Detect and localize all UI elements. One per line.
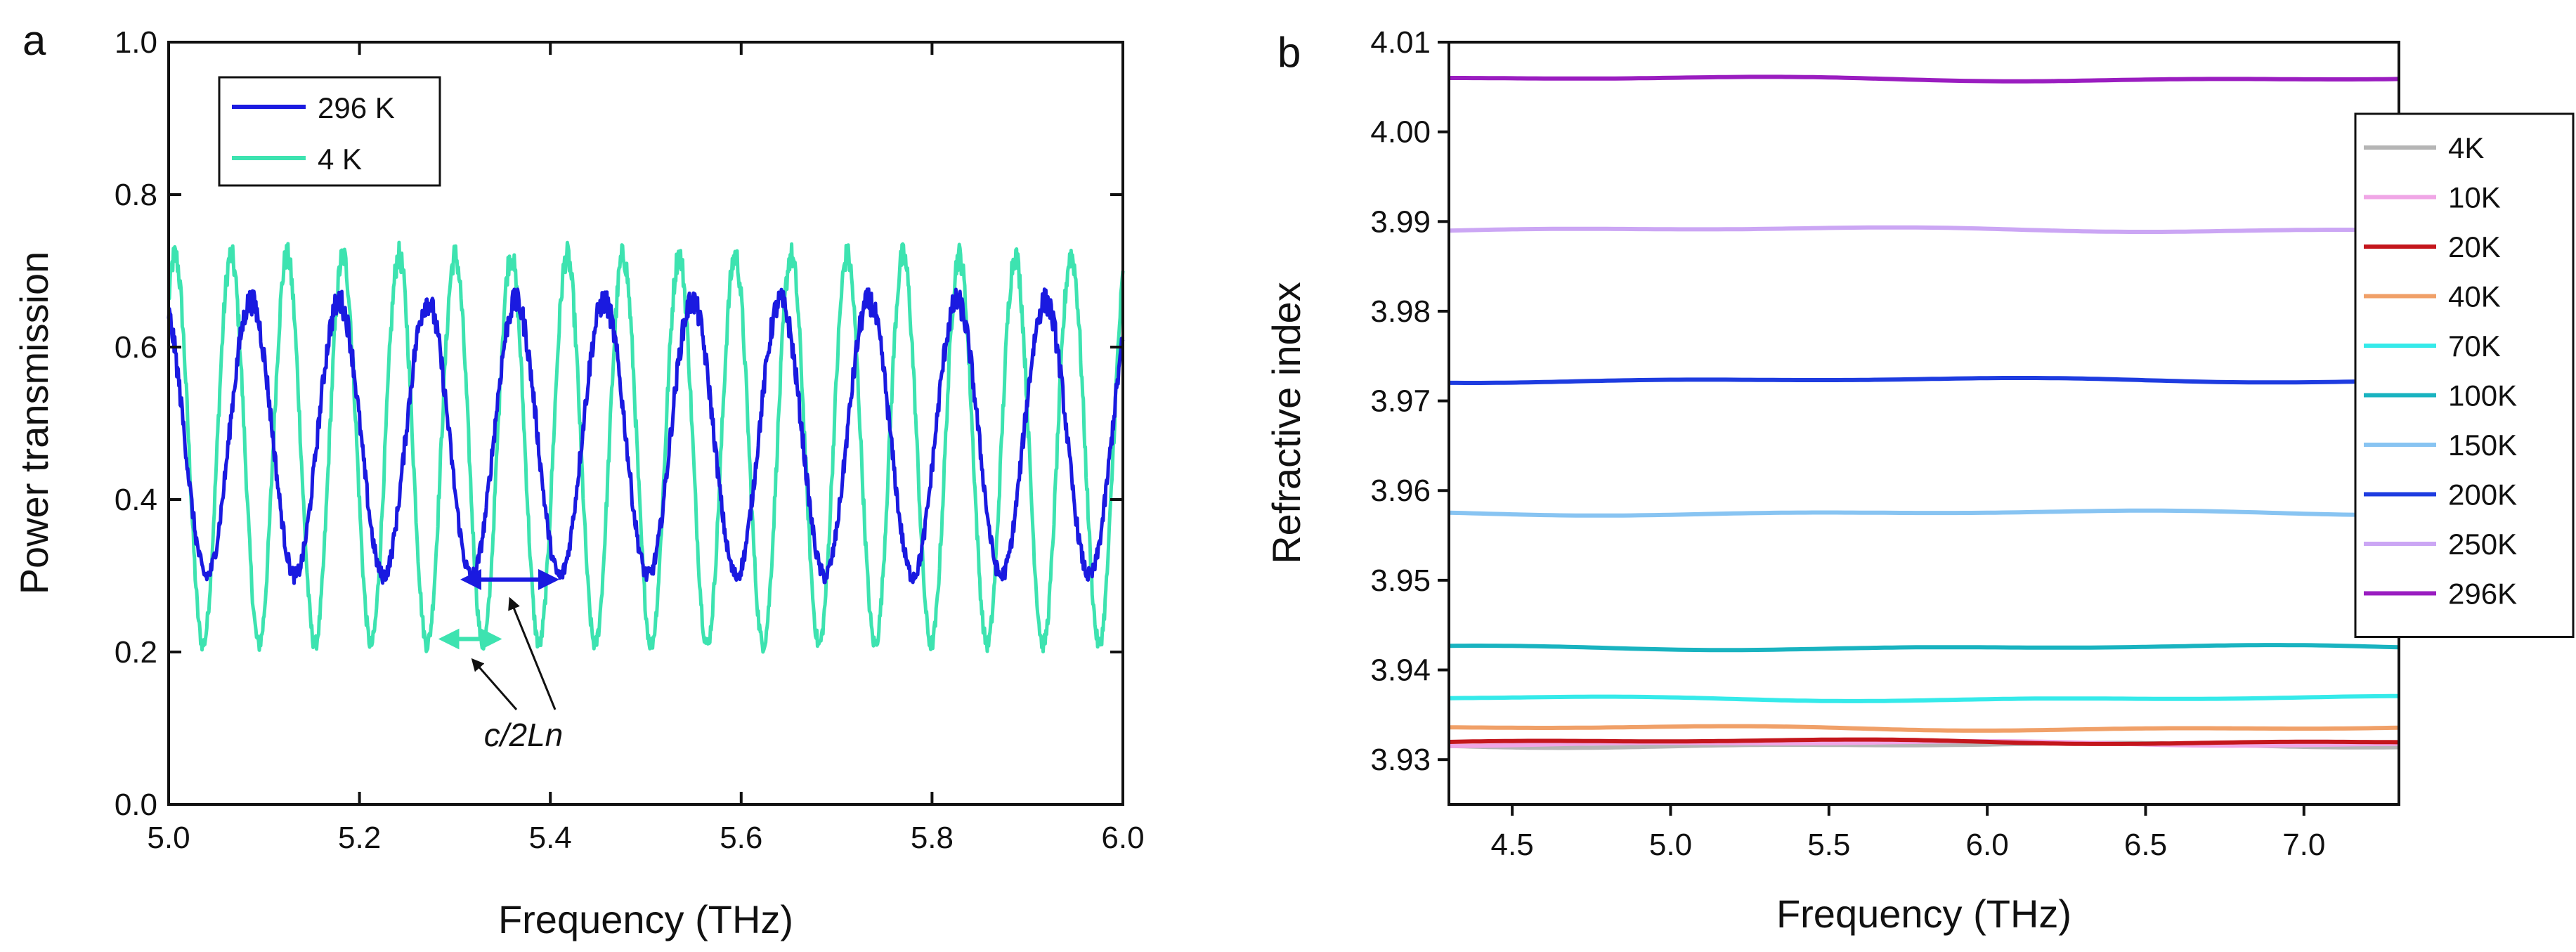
panel-a-label: a <box>22 17 46 64</box>
series-line-296K <box>167 287 1125 585</box>
series-line-20K <box>1448 737 2400 746</box>
y-tick-label-b: 3.93 <box>1370 743 1431 777</box>
y-tick-label-b: 3.98 <box>1370 294 1431 329</box>
legend-label-40K: 40K <box>2448 280 2501 313</box>
x-tick-label-a: 5.8 <box>911 821 954 855</box>
series-line-250K <box>1448 225 2400 234</box>
legend-label-4K: 4K <box>2448 131 2484 164</box>
x-axis-label-a: Frequency (THz) <box>498 897 793 941</box>
chart-panel-b: 4.5 5.0 5.5 6.0 6.5 7.0 3.93 3.94 3.95 3.96 3.97 3.… <box>1264 25 2575 936</box>
legend-label-100K: 100K <box>2448 379 2517 412</box>
chart-panel-a: 5.0 5.2 5.4 5.6 5.8 6.0 0.0 0.2 0.4 0.6 0.8 1.0 Fre… <box>12 25 1145 941</box>
fringe-spacing-annotation: c/2Ln <box>438 568 564 753</box>
series-line-296K <box>1449 74 2400 84</box>
series-line-100K <box>1448 643 2400 653</box>
x-tick-label-a: 5.2 <box>338 821 381 855</box>
legend-label-70K: 70K <box>2448 330 2501 363</box>
legend-a: 296 K 4 K <box>218 76 441 187</box>
y-tick-label-b: 3.97 <box>1370 384 1431 419</box>
legend-frame-b <box>2354 112 2575 638</box>
y-tick-label-b: 4.00 <box>1370 115 1431 150</box>
y-tick-label-a: 0.6 <box>115 330 157 365</box>
legend-label-10K: 10K <box>2448 181 2501 214</box>
x-tick-label-b: 4.5 <box>1491 828 1534 862</box>
x-tick-label-b: 5.5 <box>1807 828 1850 862</box>
y-tick-label-b: 4.01 <box>1370 25 1431 60</box>
legend-label-296K: 296 K <box>318 91 395 124</box>
legend-label-296K: 296K <box>2448 578 2517 611</box>
y-tick-label-a: 0.0 <box>115 788 157 822</box>
legend-label-4K: 4 K <box>318 143 362 176</box>
y-tick-label-b: 3.94 <box>1370 653 1431 688</box>
plot-frame-b <box>1448 41 2400 806</box>
series-line-200K <box>1449 376 2400 385</box>
x-tick-label-b: 7.0 <box>2282 828 2325 862</box>
legend-label-150K: 150K <box>2448 429 2517 462</box>
legend-label-250K: 250K <box>2448 528 2517 561</box>
annotation-pointer-4K <box>471 658 518 710</box>
annotation-label: c/2Ln <box>484 717 564 753</box>
y-tick-label-a: 0.4 <box>115 483 157 517</box>
legend-b: 4K 10K 20K 40K 70K 100K 150K 200K 250K 296K <box>2354 112 2575 638</box>
y-tick-label-a: 1.0 <box>115 25 157 60</box>
y-tick-label-b: 3.95 <box>1370 563 1431 598</box>
annotation-pointer-296K <box>508 596 557 710</box>
x-tick-label-b: 6.0 <box>1966 828 2009 862</box>
series-line-40K <box>1449 724 2400 733</box>
legend-frame-a <box>218 76 441 187</box>
y-tick-label-b: 3.99 <box>1370 204 1431 239</box>
x-tick-label-a: 5.6 <box>720 821 762 855</box>
panel-b-label: b <box>1277 29 1301 76</box>
x-tick-label-a: 5.0 <box>147 821 190 855</box>
y-tick-label-a: 0.8 <box>115 178 157 212</box>
series-line-150K <box>1448 508 2399 518</box>
y-axis-label-b: Refractive index <box>1264 282 1308 564</box>
series-line-4K <box>167 240 1125 654</box>
y-axis-label-a: Power transmission <box>12 252 56 595</box>
x-tick-label-a: 6.0 <box>1101 821 1144 855</box>
y-tick-label-b: 3.96 <box>1370 474 1431 508</box>
x-tick-label-a: 5.4 <box>529 821 572 855</box>
legend-label-20K: 20K <box>2448 230 2501 263</box>
y-tick-label-a: 0.2 <box>115 635 157 670</box>
x-axis-label-b: Frequency (THz) <box>1776 892 2071 936</box>
plot-frame-a <box>167 41 1124 806</box>
x-tick-label-b: 5.0 <box>1649 828 1692 862</box>
series-line-70K <box>1448 693 2399 703</box>
legend-label-200K: 200K <box>2448 478 2517 511</box>
x-tick-label-b: 6.5 <box>2124 828 2167 862</box>
